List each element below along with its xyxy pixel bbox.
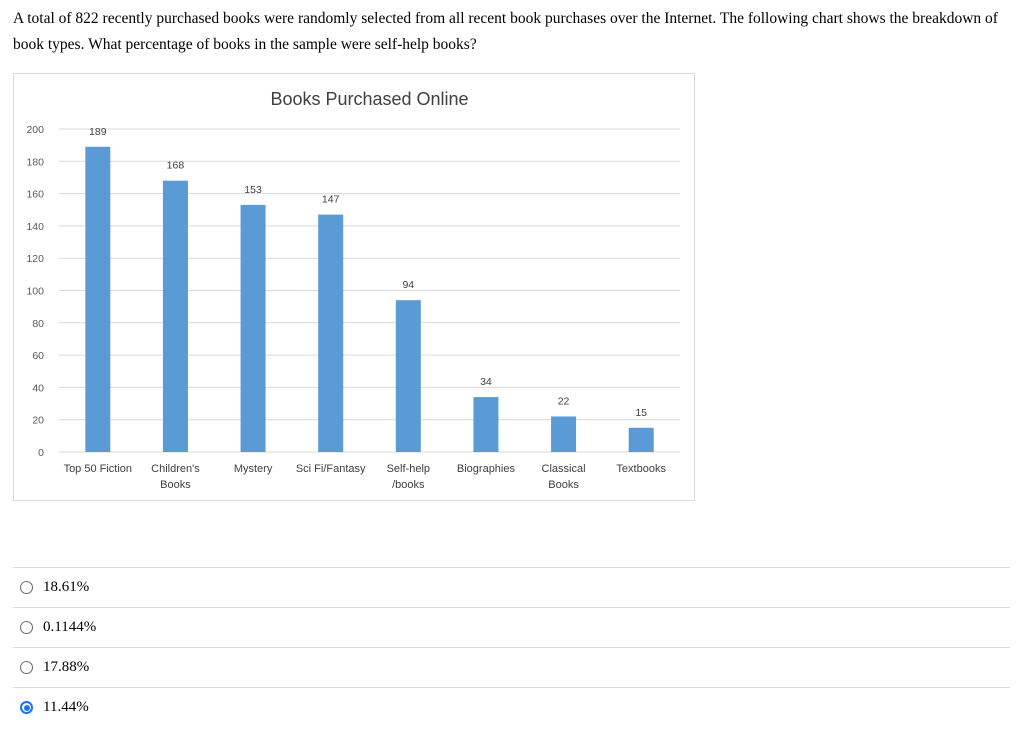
bar (318, 214, 344, 452)
data-label: 153 (244, 184, 262, 196)
y-tick-label: 160 (26, 189, 44, 201)
category-label: Sci Fi/Fantasy (296, 463, 366, 475)
data-label: 168 (167, 160, 185, 172)
data-label: 34 (480, 376, 492, 388)
category-label: Mystery (234, 463, 273, 475)
category-label: Books (548, 479, 579, 491)
category-label: Biographies (457, 463, 516, 475)
answer-options: 18.61% 0.1144% 17.88% 11.44% (13, 567, 1010, 727)
chart-canvas: Books Purchased Online 0 20 40 60 80 100 120 140… (26, 89, 680, 491)
answer-label: 0.1144% (43, 619, 97, 635)
data-label: 147 (322, 194, 340, 206)
bar (551, 416, 577, 452)
data-label: 94 (402, 279, 414, 291)
radio-button[interactable] (20, 701, 33, 714)
bar (85, 146, 111, 452)
category-label: Children's (151, 463, 200, 475)
bar (473, 397, 499, 452)
y-tick-label: 0 (38, 447, 44, 459)
category-label: Self-help (387, 463, 430, 475)
category-label: Classical (542, 463, 586, 475)
answer-option-1[interactable]: 18.61% (13, 567, 1010, 607)
y-tick-label: 40 (32, 382, 44, 394)
answer-option-2[interactable]: 0.1144% (13, 607, 1010, 647)
y-tick-label: 200 (26, 124, 44, 136)
radio-button[interactable] (20, 581, 33, 594)
y-tick-label: 20 (32, 415, 44, 427)
bar (240, 204, 266, 452)
chart-title: Books Purchased Online (270, 89, 468, 109)
category-label: Textbooks (616, 463, 666, 475)
answer-option-3[interactable]: 17.88% (13, 647, 1010, 687)
y-tick-label: 80 (32, 318, 44, 330)
y-tick-label: 60 (32, 350, 44, 362)
data-label: 15 (635, 407, 647, 419)
bar (395, 300, 421, 452)
category-label: Books (160, 479, 191, 491)
answer-label: 11.44% (43, 699, 89, 715)
y-tick-label: 100 (26, 286, 44, 298)
radio-button[interactable] (20, 621, 33, 634)
bar-chart: Books Purchased Online 0 20 40 60 80 100 120 140… (13, 73, 695, 501)
category-label: Top 50 Fiction (64, 463, 132, 475)
y-tick-label: 120 (26, 253, 44, 265)
y-tick-label: 180 (26, 156, 44, 168)
bar (162, 180, 188, 452)
radio-button[interactable] (20, 661, 33, 674)
bar (628, 427, 654, 452)
category-label: /books (392, 479, 425, 491)
data-label: 22 (558, 395, 570, 407)
data-label: 189 (89, 126, 107, 138)
y-tick-label: 140 (26, 221, 44, 233)
answer-option-4[interactable]: 11.44% (13, 687, 1010, 727)
question-text: A total of 822 recently purchased books … (13, 10, 998, 53)
answer-label: 18.61% (43, 579, 90, 595)
answer-label: 17.88% (43, 659, 90, 675)
